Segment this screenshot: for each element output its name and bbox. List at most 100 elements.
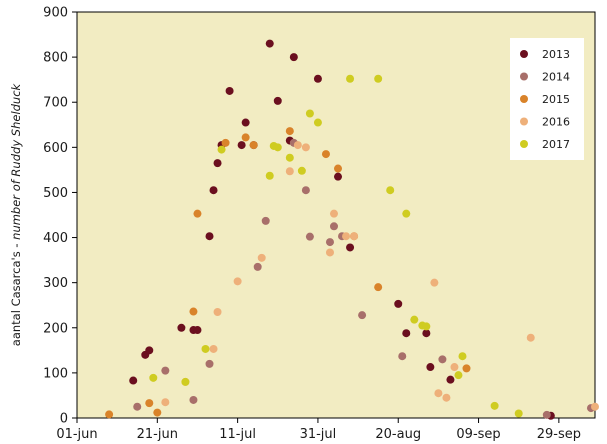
legend-label: 2015 bbox=[542, 93, 570, 106]
data-point bbox=[189, 307, 198, 316]
data-point bbox=[446, 375, 455, 384]
data-point bbox=[221, 138, 230, 147]
y-tick-label: 800 bbox=[43, 51, 68, 66]
data-point bbox=[346, 243, 355, 252]
data-point bbox=[213, 307, 222, 316]
data-point bbox=[490, 401, 499, 410]
x-tick-label: 21-jun bbox=[137, 427, 178, 442]
data-point bbox=[422, 329, 431, 338]
data-point bbox=[193, 326, 202, 335]
data-point bbox=[105, 410, 114, 419]
y-tick-label: 200 bbox=[43, 321, 68, 336]
data-point bbox=[591, 402, 599, 411]
data-point bbox=[334, 164, 343, 173]
data-point bbox=[450, 363, 459, 372]
data-point bbox=[133, 402, 142, 411]
data-point bbox=[153, 408, 162, 417]
x-tick-label: 20-aug bbox=[375, 427, 421, 442]
x-tick-label: 09-sep bbox=[456, 427, 500, 442]
data-point bbox=[342, 232, 351, 241]
data-point bbox=[213, 159, 222, 168]
legend-label: 2017 bbox=[542, 138, 570, 151]
data-point bbox=[149, 373, 158, 382]
data-point bbox=[514, 409, 523, 418]
data-point bbox=[193, 209, 202, 218]
data-point bbox=[205, 359, 214, 368]
x-tick-label: 31-jul bbox=[300, 427, 337, 442]
data-point bbox=[434, 389, 443, 398]
data-point bbox=[289, 53, 298, 62]
data-point bbox=[285, 153, 294, 162]
data-point bbox=[402, 329, 411, 338]
data-point bbox=[402, 209, 411, 218]
legend-marker bbox=[520, 117, 528, 126]
legend-marker bbox=[520, 50, 528, 58]
data-point bbox=[189, 395, 198, 404]
y-tick-label: 900 bbox=[43, 6, 68, 21]
data-point bbox=[249, 141, 258, 150]
data-point bbox=[325, 248, 334, 257]
data-point bbox=[458, 352, 467, 361]
data-point bbox=[442, 393, 451, 402]
data-point bbox=[225, 86, 234, 95]
y-tick-label: 0 bbox=[60, 412, 68, 427]
data-point bbox=[305, 232, 314, 241]
series-2014 bbox=[133, 138, 595, 419]
y-tick-label: 300 bbox=[43, 276, 68, 291]
data-point bbox=[329, 222, 338, 231]
data-point bbox=[261, 216, 270, 225]
data-point bbox=[301, 186, 310, 195]
data-point bbox=[205, 232, 214, 241]
y-tick-label: 500 bbox=[43, 186, 68, 201]
data-point bbox=[233, 277, 242, 286]
data-point bbox=[129, 376, 138, 385]
data-point bbox=[325, 238, 334, 247]
data-point bbox=[462, 364, 471, 373]
y-tick-label: 400 bbox=[43, 231, 68, 246]
data-point bbox=[257, 253, 266, 262]
data-point bbox=[454, 371, 463, 380]
y-tick-label: 100 bbox=[43, 366, 68, 381]
data-point bbox=[321, 150, 330, 159]
legend-marker bbox=[520, 95, 528, 103]
series-2016 bbox=[161, 141, 599, 411]
data-point bbox=[297, 166, 306, 175]
data-point bbox=[398, 352, 407, 361]
data-point bbox=[209, 344, 218, 353]
data-point bbox=[161, 366, 170, 375]
x-tick-label: 29-sep bbox=[537, 427, 581, 442]
data-point bbox=[426, 363, 435, 372]
data-point bbox=[273, 96, 282, 105]
data-point bbox=[394, 299, 403, 308]
data-point bbox=[329, 209, 338, 218]
y-tick-label: 700 bbox=[43, 96, 68, 111]
data-point bbox=[301, 143, 310, 152]
data-points bbox=[105, 39, 599, 420]
legend-label: 2013 bbox=[542, 48, 570, 61]
data-point bbox=[217, 145, 226, 154]
data-point bbox=[201, 344, 210, 353]
x-tick-label: 11-jul bbox=[219, 427, 256, 442]
y-axis-title-regular: aantal Casarca's - bbox=[9, 240, 23, 346]
data-point bbox=[161, 398, 170, 407]
data-point bbox=[542, 410, 551, 419]
data-point bbox=[265, 39, 274, 48]
y-axis-title-italic: number of Ruddy Shelduck bbox=[9, 82, 23, 239]
data-point bbox=[293, 141, 302, 150]
data-point bbox=[350, 232, 359, 241]
data-point bbox=[241, 118, 250, 127]
legend-label: 2014 bbox=[542, 71, 570, 84]
data-point bbox=[305, 109, 314, 118]
x-axis: 01-jun 21-jun 11-jul 31-jul 20-aug 09-sep 29-s… bbox=[56, 418, 581, 442]
y-axis-title: aantal Casarca's - number of Ruddy Sheld… bbox=[9, 82, 23, 346]
data-point bbox=[273, 143, 282, 152]
data-point bbox=[209, 186, 218, 195]
data-point bbox=[346, 74, 355, 83]
legend: 2013 2014 2015 2016 2017 bbox=[510, 38, 584, 160]
x-tick-label: 01-jun bbox=[56, 427, 97, 442]
data-point bbox=[334, 172, 343, 181]
data-point bbox=[241, 133, 250, 142]
data-point bbox=[422, 322, 431, 331]
data-point bbox=[145, 399, 154, 408]
data-point bbox=[285, 167, 294, 176]
